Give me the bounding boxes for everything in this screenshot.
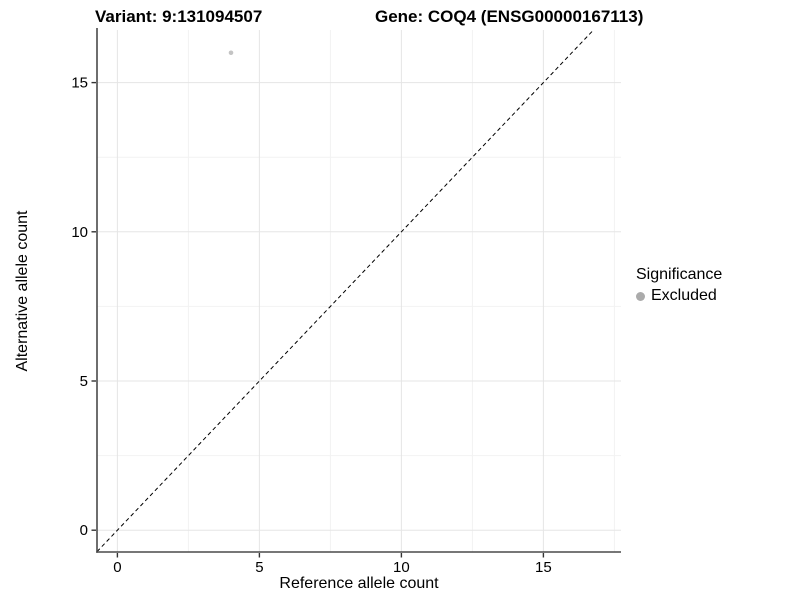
- y-tick-label: 15: [71, 75, 88, 92]
- x-axis-title: Reference allele count: [279, 575, 439, 592]
- x-tick-label: 5: [255, 559, 263, 576]
- x-tick-label: 10: [393, 559, 410, 576]
- identity-line: [96, 29, 594, 552]
- legend: Significance Excluded: [636, 266, 722, 305]
- y-tick-label: 5: [80, 373, 88, 390]
- y-tick-label: 0: [80, 522, 88, 539]
- legend-item-label: Excluded: [651, 287, 717, 304]
- data-point-excluded: [228, 50, 234, 56]
- x-tick-label: 0: [113, 559, 121, 576]
- legend-item-excluded: Excluded: [636, 287, 722, 305]
- y-tick-label: 10: [71, 224, 88, 241]
- legend-title: Significance: [636, 266, 723, 283]
- gene-title: Gene: COQ4 (ENSG00000167113): [375, 7, 644, 26]
- y-axis-title: Alternative allele count: [14, 210, 31, 372]
- x-tick-label: 15: [535, 559, 552, 576]
- excluded-point-icon: [636, 291, 645, 301]
- variant-title: Variant: 9:131094507: [95, 7, 263, 26]
